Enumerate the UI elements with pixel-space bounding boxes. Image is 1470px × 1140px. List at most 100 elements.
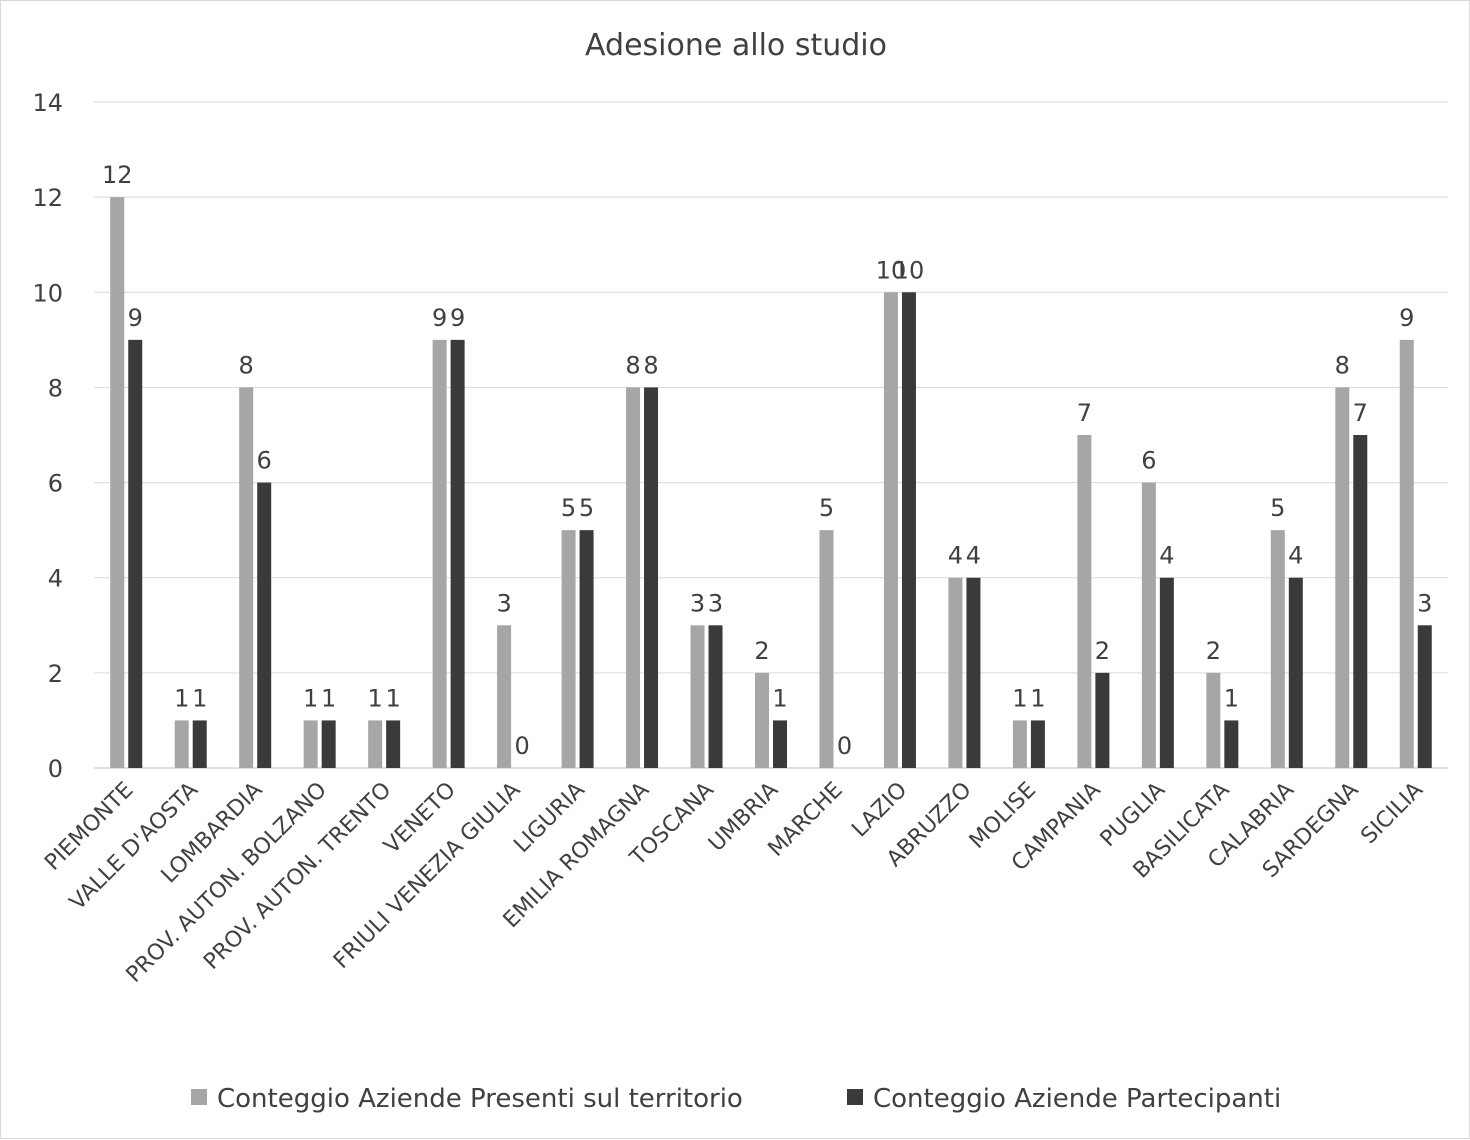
data-label: 9	[128, 304, 143, 332]
y-tick-label: 8	[48, 374, 63, 402]
y-axis-ticks: 0 2 4 6 8 10 12 14	[32, 89, 63, 783]
data-label: 1	[192, 684, 207, 712]
bar	[432, 339, 447, 768]
gridlines	[94, 101, 1448, 769]
data-label: 3	[496, 589, 511, 617]
x-tick-label: LAZIO	[847, 778, 912, 843]
data-label: 8	[239, 351, 254, 379]
legend-swatch	[191, 1089, 207, 1105]
y-tick-label: 0	[48, 755, 63, 783]
data-label: 3	[708, 589, 723, 617]
y-tick-label: 2	[48, 660, 63, 688]
bar	[110, 197, 125, 769]
bar	[1012, 720, 1027, 768]
data-label: 1	[1224, 684, 1239, 712]
legend-label: Conteggio Aziende Presenti sul territori…	[217, 1084, 743, 1114]
data-label: 6	[257, 447, 272, 475]
bar	[192, 720, 207, 768]
data-label: 1	[174, 684, 189, 712]
bars	[110, 197, 1432, 769]
bar	[450, 339, 465, 768]
bar	[497, 625, 512, 768]
y-tick-label: 4	[48, 565, 63, 593]
bar	[579, 530, 594, 768]
data-label: 6	[1141, 447, 1156, 475]
bar	[1270, 530, 1285, 768]
data-label: 4	[966, 542, 981, 570]
bar	[1224, 720, 1239, 768]
y-tick-label: 6	[48, 470, 63, 498]
legend-label: Conteggio Aziende Partecipanti	[873, 1084, 1281, 1114]
data-label: 2	[754, 637, 769, 665]
data-label: 2	[1095, 637, 1110, 665]
bar	[1288, 577, 1303, 768]
bar	[1399, 339, 1414, 768]
data-label: 0	[837, 732, 852, 760]
bar	[773, 720, 787, 768]
data-label: 3	[690, 589, 705, 617]
data-label: 1	[368, 684, 383, 712]
data-label: 10	[894, 256, 925, 284]
data-label: 8	[643, 351, 658, 379]
bar	[386, 720, 401, 768]
bar	[1417, 625, 1432, 768]
data-label: 4	[948, 542, 963, 570]
bar	[561, 530, 576, 768]
bar	[1141, 482, 1156, 768]
bar	[755, 672, 769, 768]
bar	[321, 720, 336, 768]
bar	[901, 292, 916, 768]
data-label: 1	[386, 684, 401, 712]
data-label: 9	[450, 304, 465, 332]
data-label: 7	[1353, 399, 1368, 427]
data-label: 9	[1399, 304, 1414, 332]
bar	[626, 387, 641, 768]
data-label: 0	[514, 732, 529, 760]
data-label: 7	[1077, 399, 1092, 427]
data-label: 2	[1206, 637, 1221, 665]
data-label: 10	[876, 256, 907, 284]
data-label: 8	[1335, 351, 1350, 379]
data-label: 1	[303, 684, 318, 712]
bar	[966, 577, 981, 768]
bar	[883, 292, 898, 768]
data-label: 1	[1012, 684, 1027, 712]
data-label: 5	[1270, 494, 1285, 522]
bar	[1095, 672, 1110, 768]
bar	[1353, 435, 1368, 768]
y-tick-label: 14	[32, 89, 63, 117]
data-label: 4	[1159, 542, 1174, 570]
bar	[1077, 435, 1092, 768]
data-label: 3	[1417, 589, 1432, 617]
bar	[1335, 387, 1350, 768]
bar	[174, 720, 189, 768]
bar	[368, 720, 383, 768]
data-label: 12	[102, 161, 133, 189]
data-label: 5	[819, 494, 834, 522]
bar	[1159, 577, 1174, 768]
bar	[690, 625, 705, 768]
data-label: 1	[321, 684, 336, 712]
bar	[819, 530, 834, 768]
data-label: 1	[1030, 684, 1045, 712]
bar	[1206, 672, 1221, 768]
bar	[644, 387, 659, 768]
chart-title: Adesione allo studio	[585, 28, 887, 63]
data-label: 9	[432, 304, 447, 332]
legend: Conteggio Aziende Presenti sul territori…	[191, 1084, 1281, 1114]
bar	[1030, 720, 1045, 768]
bar	[257, 482, 272, 768]
data-label: 4	[1288, 542, 1303, 570]
bar	[948, 577, 963, 768]
data-label: 8	[625, 351, 640, 379]
bar	[128, 339, 143, 768]
bar	[239, 387, 254, 768]
y-tick-label: 12	[32, 184, 63, 212]
bar	[303, 720, 318, 768]
data-label: 5	[561, 494, 576, 522]
bar	[708, 625, 723, 768]
